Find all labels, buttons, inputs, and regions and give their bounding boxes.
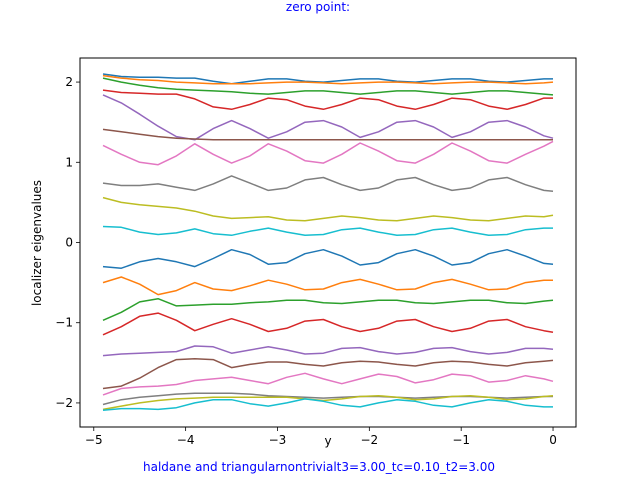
x-tick-label: −3 [269,433,287,447]
series-line-4 [102,89,553,111]
plot-area [80,58,576,427]
series-line-11 [102,248,554,269]
series-line-1 [102,73,553,85]
series-line-16 [102,358,554,390]
x-axis-ticks: −5 −4 −3 −2 −1 0 [85,427,557,447]
x-tick-label: −4 [177,433,195,447]
series-line-14 [102,312,554,336]
x-axis-label: y [324,434,331,448]
y-tick-label: 0 [65,236,73,250]
y-axis-ticks: −2 −1 0 1 2 [55,75,80,410]
series-line-8 [102,175,554,192]
series-line-13 [102,297,554,321]
series-line-17 [102,372,554,396]
series-line-2 [102,74,554,85]
series-line-10 [102,225,553,237]
series-line-15 [102,345,554,357]
y-tick-label: −1 [55,316,73,330]
x-tick-label: −5 [85,433,103,447]
y-tick-label: 2 [65,75,73,89]
x-tick-label: −2 [360,433,378,447]
series-line-20 [102,398,553,411]
bottom-annotation: haldane and triangularnontrivialt3=3.00_… [143,460,495,474]
y-axis-label: localizer eigenvalues [30,180,44,306]
series-line-5 [102,94,554,141]
y-tick-label: 1 [65,155,73,169]
series-line-9 [102,196,554,222]
x-tick-label: −1 [452,433,470,447]
x-tick-label: 0 [549,433,557,447]
series-line-7 [102,140,554,166]
y-tick-label: −2 [55,396,73,410]
series-line-6 [102,128,553,141]
series-line-12 [102,276,553,296]
top-annotation: zero point: [286,0,350,14]
series-line-19 [102,394,554,411]
series-group [102,73,554,411]
series-line-3 [102,77,554,96]
